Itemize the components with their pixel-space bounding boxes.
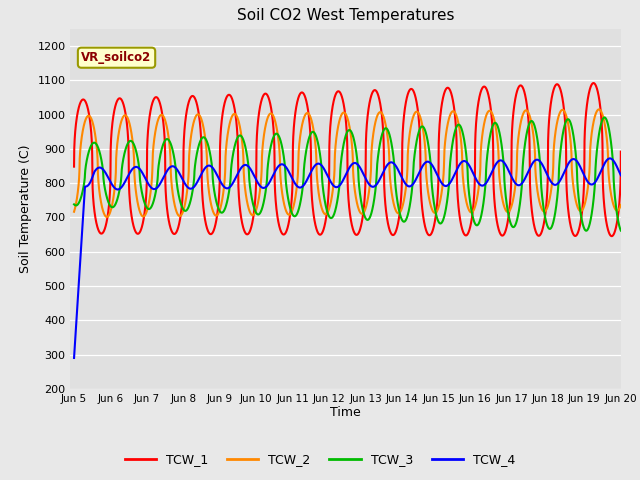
TCW_3	[398, 217, 406, 223]
TCW_4	[422, 159, 430, 165]
TCW_2	[70, 209, 78, 215]
TCW_2	[103, 214, 111, 220]
TCW_3	[481, 189, 488, 195]
TCW_2	[98, 204, 106, 209]
TCW_3	[619, 229, 627, 235]
TCW_1	[422, 227, 430, 233]
TCW_4	[481, 181, 488, 187]
TCW_4	[271, 169, 278, 175]
Y-axis label: Soil Temperature (C): Soil Temperature (C)	[19, 144, 32, 273]
TCW_1	[624, 81, 632, 86]
TCW_3	[271, 132, 278, 138]
TCW_1	[271, 176, 278, 181]
TCW_3	[98, 160, 106, 166]
TCW_2	[422, 169, 430, 175]
TCW_3	[422, 131, 430, 136]
TCW_2	[624, 131, 632, 136]
TCW_3	[70, 202, 78, 207]
Line: TCW_4: TCW_4	[74, 158, 628, 358]
TCW_1	[608, 233, 616, 239]
TCW_1	[481, 84, 488, 90]
TCW_1	[511, 102, 518, 108]
TCW_2	[481, 118, 489, 123]
Line: TCW_2: TCW_2	[74, 109, 628, 217]
TCW_1	[98, 231, 106, 237]
Text: VR_soilco2: VR_soilco2	[81, 51, 152, 64]
TCW_3	[511, 224, 518, 229]
TCW_4	[624, 181, 632, 187]
TCW_4	[398, 175, 406, 180]
Title: Soil CO2 West Temperatures: Soil CO2 West Temperatures	[237, 9, 454, 24]
TCW_1	[398, 179, 406, 185]
TCW_2	[398, 205, 406, 211]
TCW_1	[589, 80, 597, 86]
TCW_4	[70, 355, 78, 361]
TCW_1	[70, 164, 78, 169]
TCW_2	[595, 107, 603, 112]
TCW_3	[600, 115, 608, 120]
Line: TCW_3: TCW_3	[74, 118, 628, 232]
TCW_3	[624, 213, 632, 218]
TCW_4	[98, 166, 106, 171]
TCW_4	[511, 179, 518, 185]
TCW_2	[511, 190, 518, 195]
Legend: TCW_1, TCW_2, TCW_3, TCW_4: TCW_1, TCW_2, TCW_3, TCW_4	[120, 448, 520, 471]
Line: TCW_1: TCW_1	[74, 83, 628, 236]
TCW_4	[606, 156, 614, 161]
X-axis label: Time: Time	[330, 407, 361, 420]
TCW_2	[271, 117, 278, 122]
